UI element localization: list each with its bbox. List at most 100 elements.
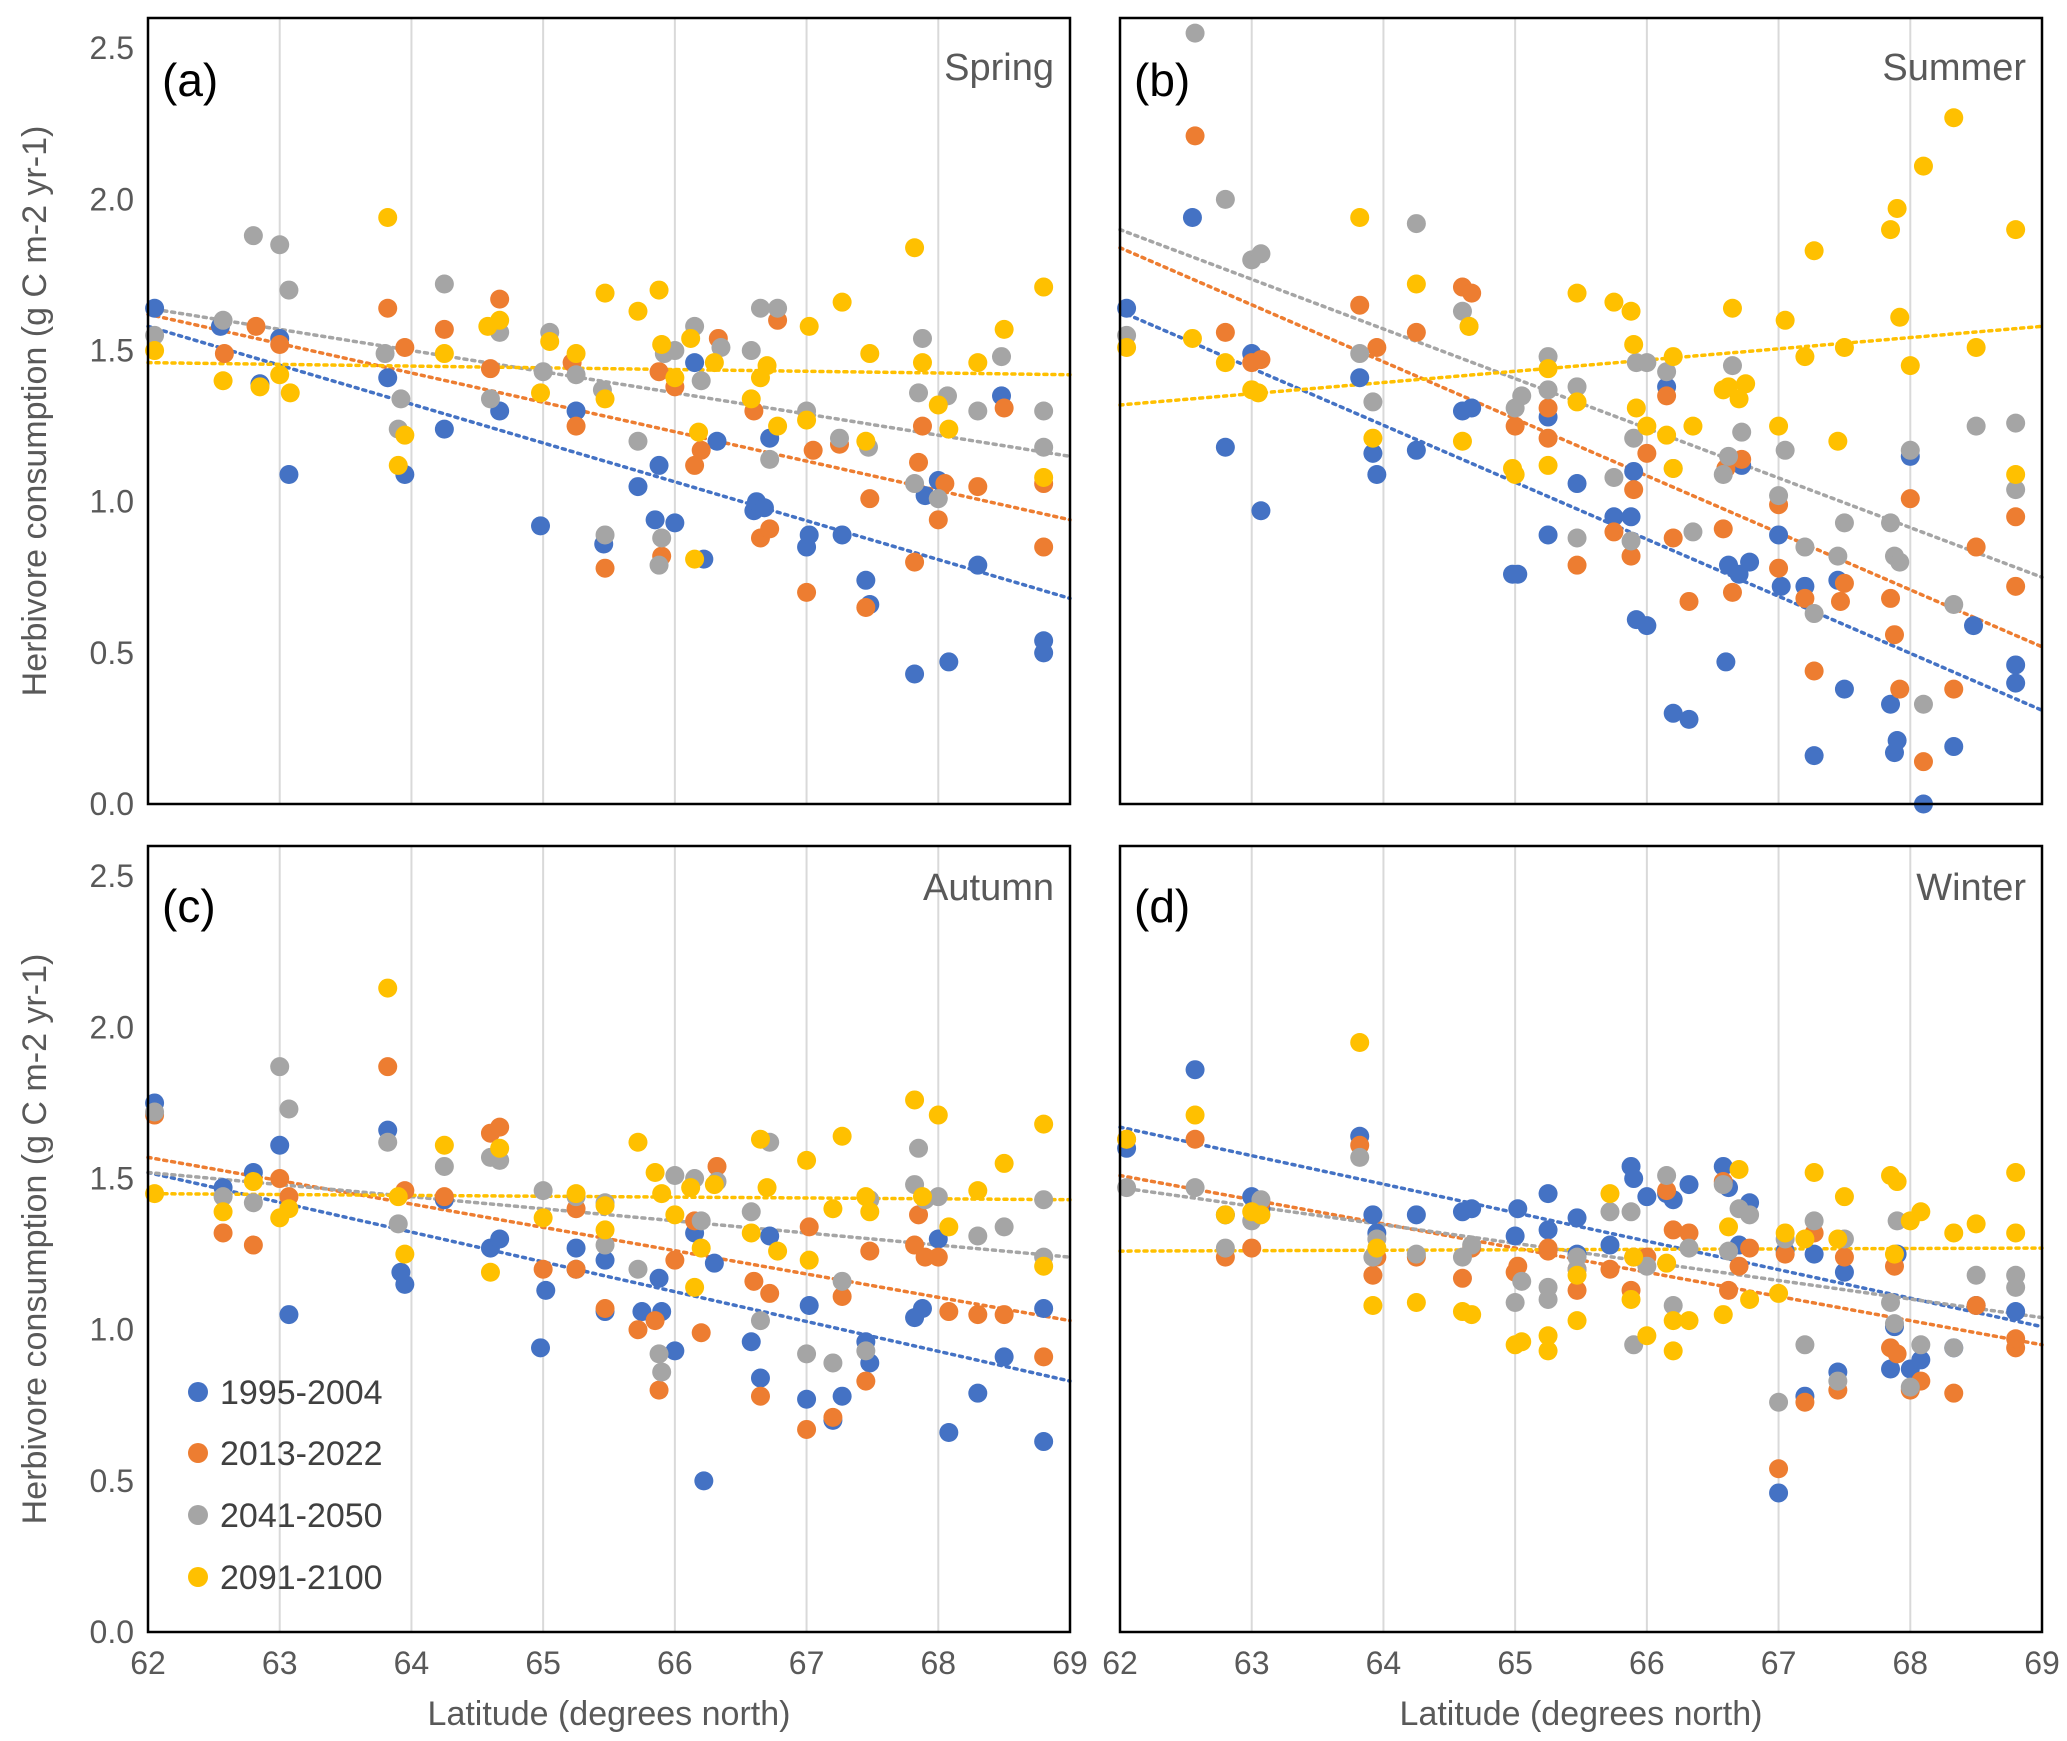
panel-c-x-tick-64: 64: [394, 1645, 430, 1681]
panel-a-point-2091-2100-36: [939, 419, 959, 439]
panel-a-point-2091-2100-12: [540, 331, 560, 351]
panel-a-point-2091-2100-18: [652, 334, 672, 354]
panel-b-point-2013-2022-14: [1621, 546, 1641, 566]
panel-d-point-2091-2100-1: [1185, 1105, 1205, 1125]
panel-c-point-1995-2004-40: [1034, 1432, 1054, 1452]
panel-c-point-1995-2004-34: [912, 1299, 932, 1319]
panel-c-frame: [146, 844, 1072, 1634]
panel-a-point-2041-2050-13: [566, 365, 586, 385]
panel-c-point-1995-2004-20: [665, 1341, 685, 1361]
panel-c-point-2041-2050-30: [909, 1138, 929, 1158]
panel-c-point-2091-2100-29: [823, 1199, 843, 1219]
panel-c-point-2091-2100-14: [595, 1220, 615, 1240]
panel-d-frame: [1118, 844, 2044, 1634]
panel-b-point-2013-2022-3: [1251, 350, 1271, 370]
panel-b-point-2091-2100-28: [1729, 389, 1749, 409]
panel-c-point-2091-2100-11: [533, 1208, 553, 1228]
panel-c-y-tick-1.0: 1.0: [90, 1312, 134, 1348]
panel-b-point-1995-2004-35: [1881, 694, 1901, 714]
panel-d-x-tick-63: 63: [1234, 1645, 1270, 1681]
panel-b-point-2091-2100-12: [1538, 455, 1558, 475]
panel-c-point-2013-2022-22: [750, 1386, 770, 1406]
panel-d-point-2013-2022-40: [1966, 1296, 1986, 1316]
panel-b-point-1995-2004-20: [1637, 616, 1657, 636]
panel-c-point-2091-2100-13: [595, 1196, 615, 1216]
panel-a-season-title: Spring: [944, 47, 1054, 89]
panel-d-point-2091-2100-41: [1966, 1214, 1986, 1234]
panel-b-point-2091-2100-6: [1363, 428, 1383, 448]
panel-b-point-2041-2050-14: [1567, 377, 1587, 397]
panel-c-point-2013-2022-35: [968, 1305, 988, 1325]
panel-c-point-2013-2022-16: [649, 1380, 669, 1400]
panel-c-point-2013-2022-3: [270, 1169, 290, 1189]
panel-b-point-2013-2022-33: [1900, 489, 1920, 509]
panel-c-point-2041-2050-33: [968, 1226, 988, 1246]
panel-c-point-1995-2004-16: [595, 1250, 615, 1270]
panel-b-point-2091-2100-5: [1350, 208, 1370, 228]
panel-c-y-tick-0.0: 0.0: [90, 1614, 134, 1650]
panel-a-point-2091-2100-5: [378, 208, 398, 228]
panel-b-point-2091-2100-2: [1215, 353, 1235, 373]
panel-a-point-2041-2050-7: [391, 389, 411, 409]
panel-b-point-2041-2050-27: [1732, 422, 1752, 442]
panel-d-point-2091-2100-25: [1713, 1305, 1733, 1325]
panel-b-point-2091-2100-37: [1887, 198, 1907, 218]
panel-a-point-2041-2050-4: [279, 280, 299, 300]
panel-c-point-2091-2100-26: [768, 1241, 788, 1261]
panel-a-point-2013-2022-22: [803, 440, 823, 460]
panel-d-point-1995-2004-16: [1567, 1208, 1587, 1228]
panel-d-point-2013-2022-16: [1567, 1280, 1587, 1300]
panel-c-point-2013-2022-31: [909, 1205, 929, 1225]
panel-a-point-2013-2022-4: [395, 338, 415, 358]
panel-d-point-1995-2004-8: [1406, 1205, 1426, 1225]
panel-c-point-2091-2100-24: [750, 1129, 770, 1149]
panel-d-point-1995-2004-6: [1363, 1205, 1383, 1225]
panel-a-point-1995-2004-5: [378, 368, 398, 388]
panel-b-point-2013-2022-16: [1637, 443, 1657, 463]
panel-b-point-2041-2050-26: [1722, 356, 1742, 376]
panel-b-point-2091-2100-1: [1182, 328, 1202, 348]
panel-d-point-1995-2004-19: [1624, 1169, 1644, 1189]
panel-c-point-2013-2022-36: [994, 1305, 1014, 1325]
panel-c-point-2091-2100-31: [856, 1187, 876, 1207]
panel-a-point-2041-2050-24: [741, 341, 761, 361]
panel-a-point-2013-2022-25: [856, 598, 876, 617]
panel-c-point-2013-2022-27: [832, 1286, 852, 1306]
panel-c-point-2041-2050-24: [797, 1344, 817, 1364]
panel-a-y-tick-2.0: 2.0: [90, 181, 134, 217]
panel-d-point-2091-2100-16: [1567, 1265, 1587, 1285]
panel-d-point-2091-2100-22: [1663, 1341, 1683, 1361]
panel-b-point-2013-2022-4: [1350, 295, 1370, 315]
panel-a-point-2041-2050-1: [213, 310, 233, 330]
panel-d-point-2013-2022-29: [1775, 1244, 1795, 1264]
panel-b-point-2041-2050-41: [2006, 413, 2026, 433]
panel-b-point-2013-2022-34: [1913, 752, 1933, 772]
panel-b-point-2091-2100-42: [1966, 338, 1986, 358]
panel-b-point-2041-2050-8: [1452, 301, 1472, 321]
panel-a-point-2013-2022-1: [246, 316, 266, 336]
panel-d-point-2041-2050-34: [1881, 1292, 1901, 1312]
panel-b-point-2041-2050-6: [1363, 392, 1383, 412]
legend-label-2091-2100: 2091-2100: [220, 1559, 383, 1597]
panel-c-x-tick-66: 66: [657, 1645, 693, 1681]
panel-b-point-2091-2100-41: [1944, 108, 1964, 128]
panel-b-point-2013-2022-28: [1830, 591, 1850, 611]
panel-b-point-2041-2050-11: [1512, 386, 1532, 406]
panel-a-point-1995-2004-16: [685, 353, 705, 373]
panel-c-point-2013-2022-28: [856, 1371, 876, 1391]
panel-a-points: [145, 208, 1054, 684]
panel-c-point-2013-2022-25: [799, 1217, 819, 1237]
panel-c-point-2041-2050-25: [823, 1353, 843, 1373]
panel-d-point-2013-2022-12: [1508, 1256, 1528, 1276]
panel-a-point-2091-2100-35: [928, 395, 948, 415]
panel-a-point-2013-2022-29: [928, 510, 948, 530]
legend: 1995-2004 2013-2022 2041-2050 2091-2100: [188, 1374, 383, 1597]
panel-c-point-1995-2004-23: [704, 1253, 724, 1273]
panel-b-point-2013-2022-26: [1795, 588, 1815, 608]
panel-b-point-1995-2004-15: [1567, 474, 1587, 494]
panel-a-y-tick-2.5: 2.5: [90, 30, 134, 66]
panel-d-point-2041-2050-39: [1944, 1338, 1964, 1358]
panel-a-y-tick-0.5: 0.5: [90, 635, 134, 671]
panel-b-point-2041-2050-28: [1769, 486, 1789, 506]
panel-a-point-1995-2004-14: [649, 455, 669, 475]
